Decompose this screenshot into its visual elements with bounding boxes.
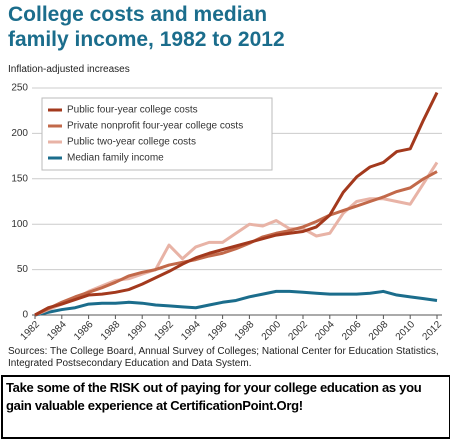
series-line: [34, 289, 438, 317]
x-tick-label: 1992: [152, 319, 176, 343]
x-tick-label: 2002: [286, 319, 310, 343]
x-tick-label: 1996: [206, 319, 230, 343]
legend-label: Public four-year college costs: [67, 105, 198, 116]
subtitle: Inflation-adjusted increases: [8, 64, 130, 75]
x-tick-label: 1988: [99, 319, 123, 343]
series-line: [34, 91, 439, 317]
y-tick-label: 200: [11, 128, 28, 139]
legend-box: [41, 97, 273, 171]
x-tick-label: 1998: [233, 319, 257, 343]
x-tick-label: 1982: [18, 319, 42, 343]
legend-label: Private nonprofit four-year college cost…: [67, 121, 243, 132]
x-tick-label: 2004: [313, 319, 337, 343]
series-line: [34, 161, 439, 317]
y-tick-label: 0: [22, 310, 28, 321]
legend-label: Median family income: [67, 153, 164, 164]
x-tick-label: 2010: [394, 319, 418, 343]
x-tick-label: 2012: [420, 319, 444, 343]
y-tick-label: 100: [11, 219, 28, 230]
chart-title: College costs and median family income, …: [8, 3, 285, 51]
y-tick-label: 50: [17, 264, 29, 275]
x-tick-label: 2006: [340, 319, 364, 343]
x-tick-label: 1990: [126, 319, 150, 343]
x-tick-label: 2008: [367, 319, 391, 343]
x-tick-label: 1986: [72, 319, 96, 343]
source: Sources: The College Board, Annual Surve…: [8, 346, 439, 369]
y-tick-label: 250: [11, 83, 28, 94]
x-tick-label: 1994: [179, 319, 203, 343]
y-tick-label: 150: [11, 173, 28, 184]
x-tick-label: 1984: [45, 319, 69, 343]
series-line: [34, 170, 438, 317]
annotation: Take some of the RISK out of paying for …: [1, 375, 450, 439]
x-tick-label: 2000: [260, 319, 284, 343]
legend-label: Public two-year college costs: [67, 137, 196, 148]
